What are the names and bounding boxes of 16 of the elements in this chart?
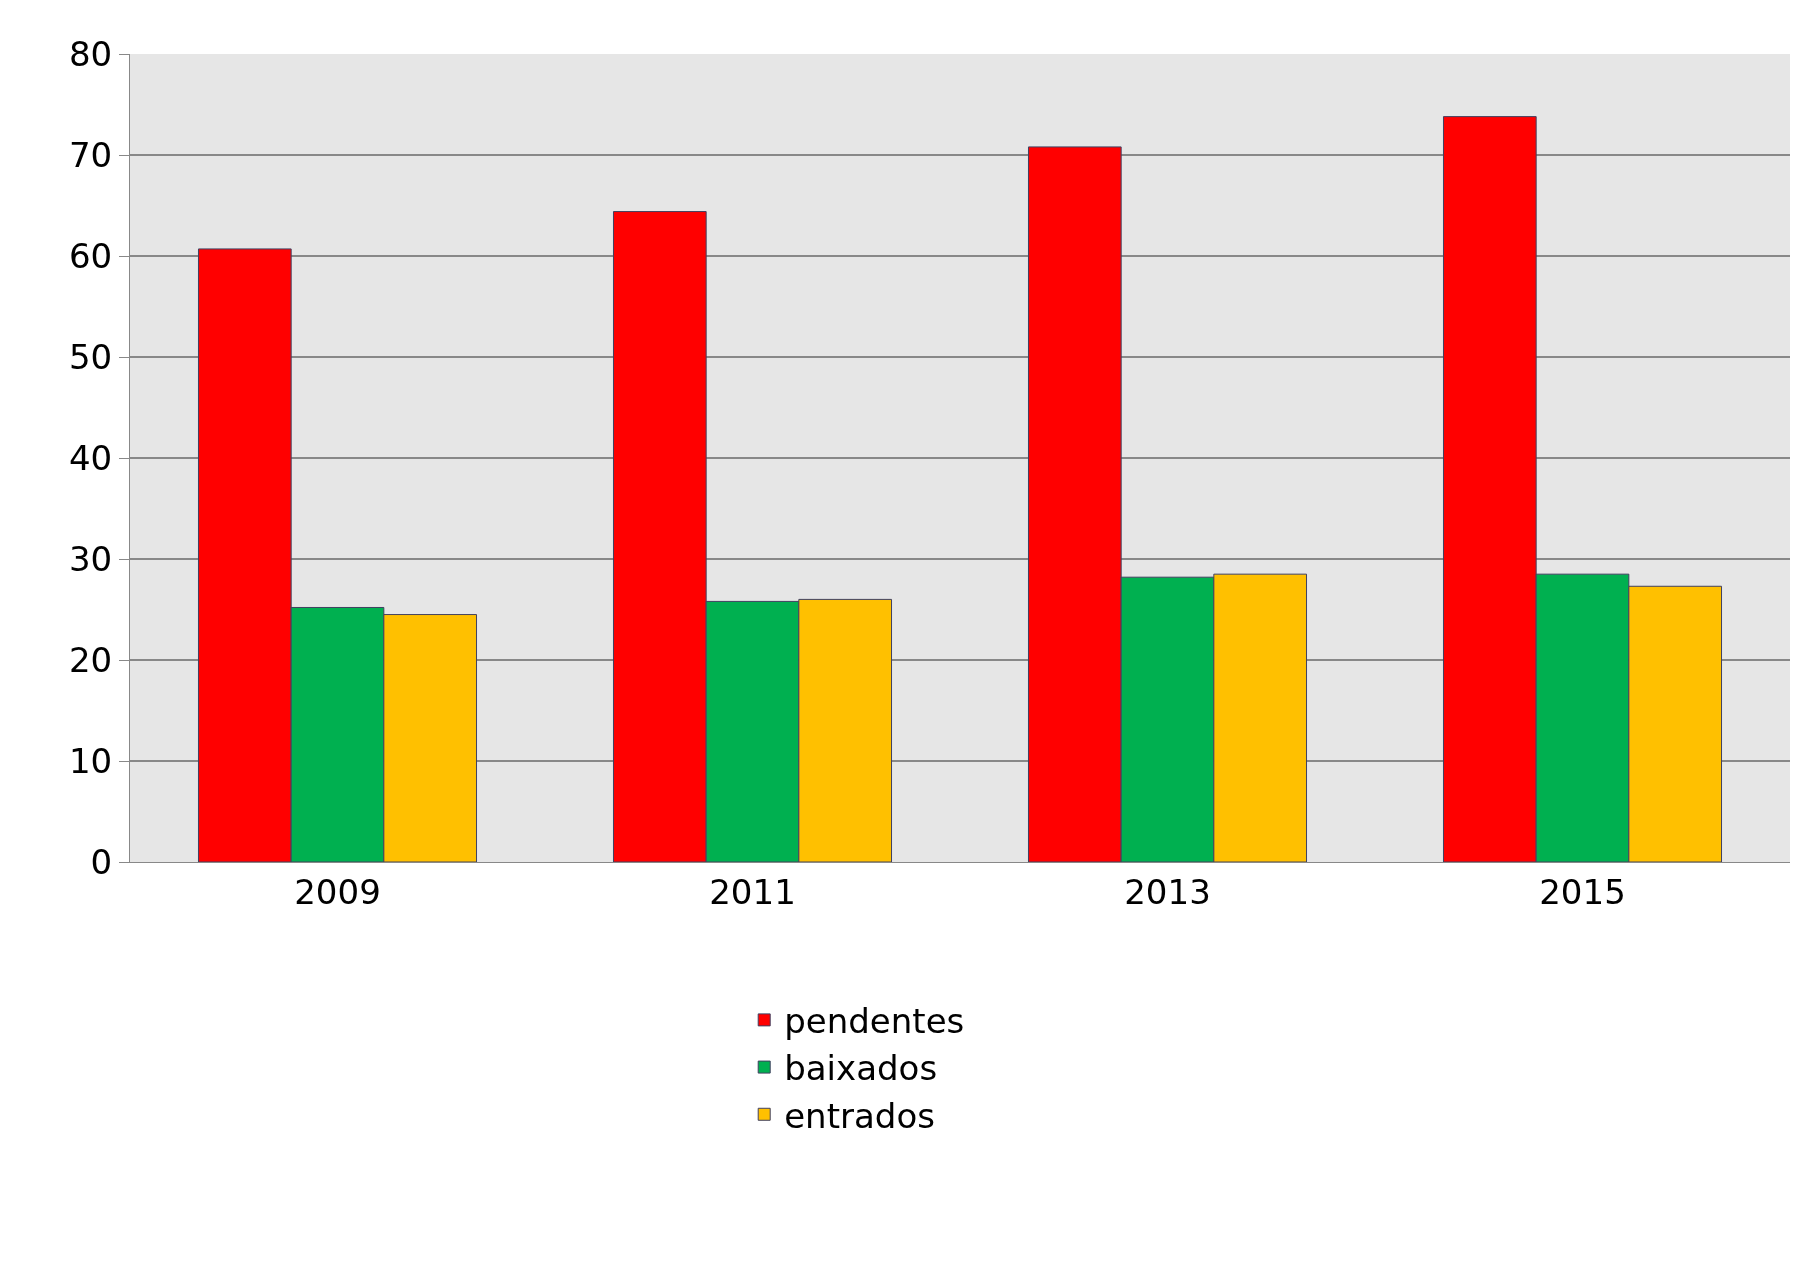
y-tick-label: 20	[68, 639, 113, 680]
y-tick-label: 0	[90, 841, 113, 882]
y-tick-label: 60	[68, 235, 113, 276]
y-tick-label: 70	[68, 134, 113, 175]
legend-label: pendentes	[784, 1001, 965, 1042]
y-tick-label: 80	[68, 33, 113, 74]
y-tick-label: 30	[68, 538, 113, 579]
x-tick-label: 2011	[709, 871, 796, 912]
x-tick-label: 2009	[294, 871, 381, 912]
x-tick-label: 2015	[1539, 871, 1626, 912]
y-tick-label: 50	[68, 336, 113, 377]
legend-label: entrados	[784, 1095, 935, 1136]
y-tick-label: 10	[68, 740, 113, 781]
y-tick-label: 40	[68, 437, 113, 478]
x-tick-label: 2013	[1124, 871, 1211, 912]
legend-label: baixados	[784, 1048, 938, 1089]
